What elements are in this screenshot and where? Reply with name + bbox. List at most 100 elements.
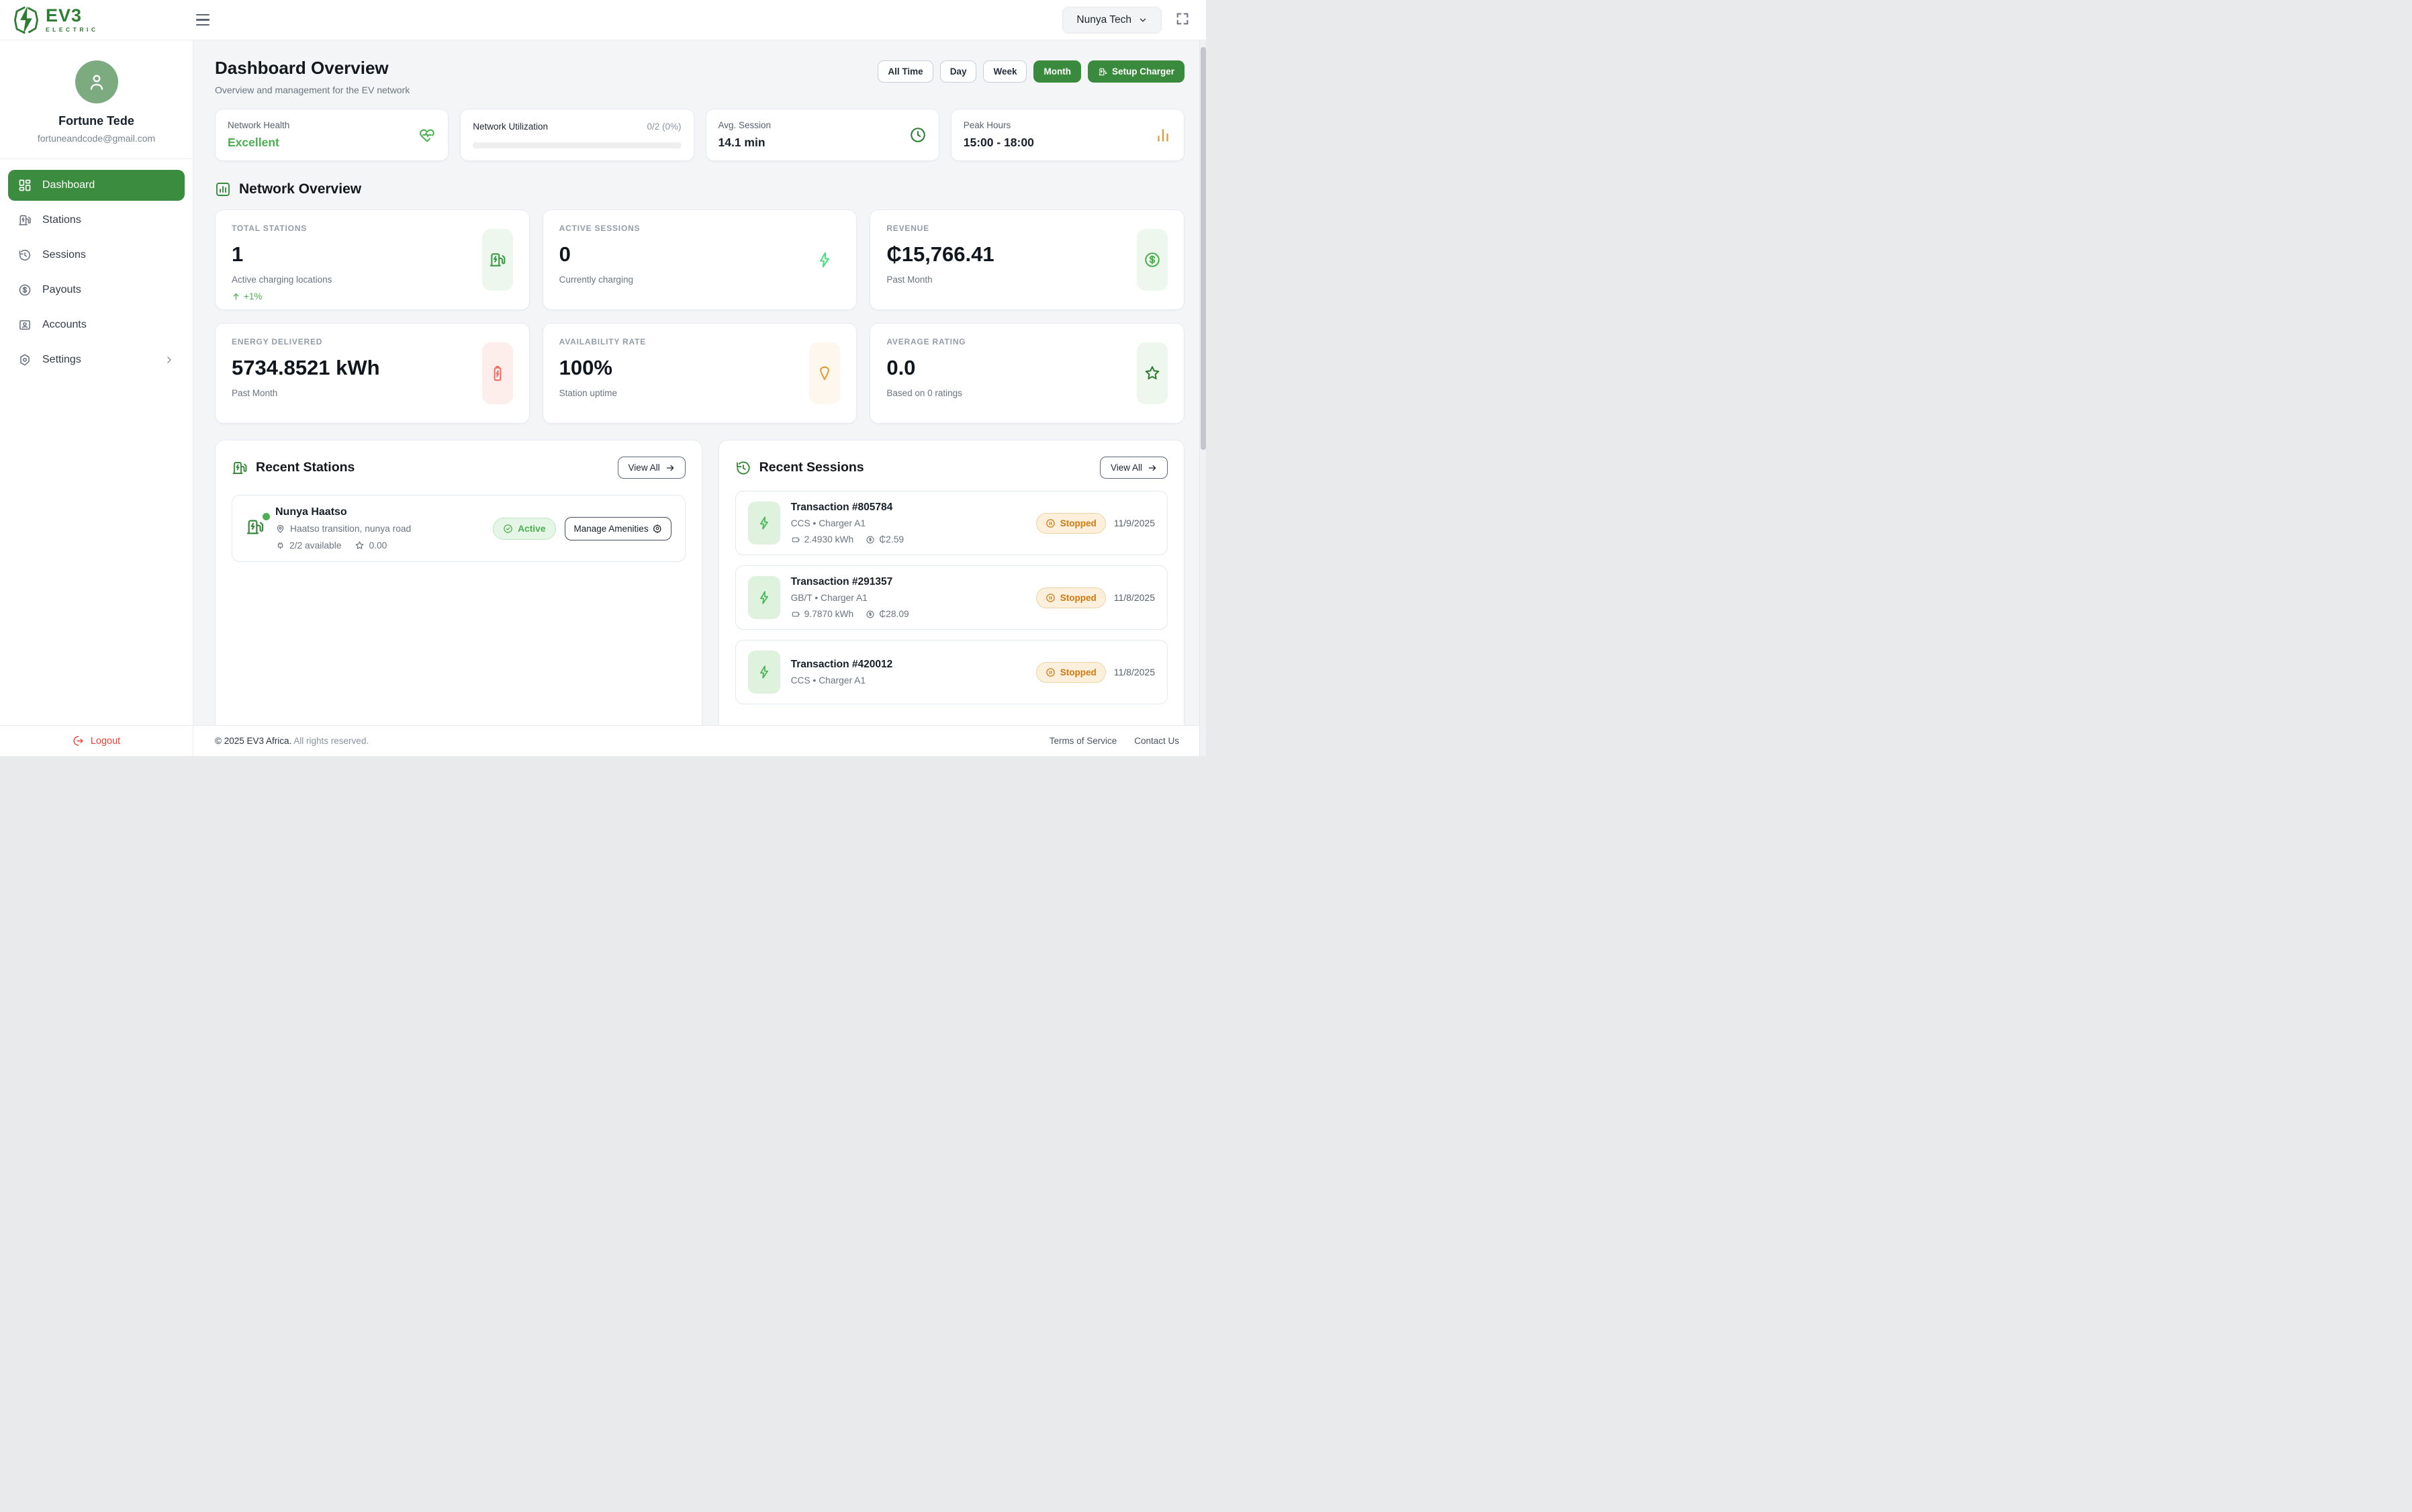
fullscreen-icon[interactable] [1175, 11, 1190, 28]
stat-sub: Currently charging [559, 275, 633, 285]
contact-us-link[interactable]: Contact Us [1134, 736, 1179, 746]
station-rating: 0.00 [369, 540, 387, 551]
page-subtitle: Overview and management for the EV netwo… [215, 85, 410, 95]
station-address: Haatso transition, nunya road [290, 524, 412, 534]
peak-hours-card: Peak Hours 15:00 - 18:00 [950, 109, 1185, 161]
charging-station-icon [246, 512, 270, 540]
terms-of-service-link[interactable]: Terms of Service [1049, 736, 1117, 746]
clock-icon [909, 126, 927, 144]
lightning-icon [747, 651, 780, 694]
sidebar: Fortune Tede fortuneandcode@gmail.com Da… [0, 40, 193, 725]
sidebar-item-payouts[interactable]: Payouts [8, 275, 185, 305]
sidebar-item-label: Settings [42, 354, 81, 365]
org-selector-label: Nunya Tech [1076, 13, 1131, 26]
section-title-network-overview: Network Overview [239, 181, 362, 197]
brand-logo: EV3 ELECTRIC [12, 5, 188, 36]
sidebar-item-settings[interactable]: Settings [8, 344, 185, 375]
setup-charger-button[interactable]: Setup Charger [1087, 60, 1185, 83]
scrollbar[interactable] [1199, 40, 1206, 756]
brand-name: EV3 [46, 5, 83, 26]
session-energy: 2.4930 kWh [804, 534, 854, 545]
status-badge-stopped: Stopped [1035, 587, 1106, 608]
dollar-circle-icon [18, 283, 32, 297]
session-connector: CCS • Charger A1 [790, 675, 866, 686]
network-health-card: Network Health Excellent [215, 109, 449, 161]
main-content: Dashboard Overview Overview and manageme… [193, 40, 1206, 725]
star-icon [355, 540, 365, 551]
session-list-item[interactable]: Transaction #291357 GB/T • Charger A1 9.… [735, 565, 1168, 630]
footer: Logout © 2025 EV3 Africa. All rights res… [0, 725, 1206, 756]
hamburger-menu-icon[interactable] [196, 9, 219, 32]
logout-label: Logout [90, 735, 121, 747]
logout-button[interactable]: Logout [0, 726, 193, 756]
stat-label: TOTAL STATIONS [232, 224, 308, 233]
session-title: Transaction #420012 [790, 659, 893, 670]
sidebar-item-accounts[interactable]: Accounts [8, 310, 185, 340]
dashboard-grid-icon [18, 179, 32, 192]
charger-icon [1098, 67, 1107, 77]
summary-cards: Network Health Excellent Network Utiliza… [215, 109, 1185, 161]
stat-sub: Station uptime [559, 388, 617, 398]
panel-title-recent-sessions: Recent Sessions [759, 460, 864, 475]
manage-amenities-button[interactable]: Manage Amenities [564, 516, 671, 540]
stat-label: AVERAGE RATING [886, 337, 966, 346]
station-list-item[interactable]: Nunya Haatso Haatso transition, nunya ro… [232, 495, 686, 562]
chevron-right-icon [164, 355, 175, 365]
online-status-dot [263, 512, 270, 520]
sidebar-item-sessions[interactable]: Sessions [8, 240, 185, 271]
pause-circle-icon [1046, 518, 1056, 528]
page-title: Dashboard Overview [215, 58, 389, 78]
filter-day[interactable]: Day [939, 60, 977, 83]
stat-sub: Past Month [886, 275, 933, 285]
ev3-logo-icon [12, 5, 40, 36]
sidebar-item-stations[interactable]: Stations [8, 205, 185, 236]
gear-icon [653, 524, 662, 533]
stat-sub: Active charging locations [232, 275, 332, 285]
avg-session-value: 14.1 min [718, 136, 766, 149]
session-amount: ₵28.09 [879, 609, 909, 619]
arrow-right-icon [1148, 463, 1157, 473]
filter-week[interactable]: Week [983, 60, 1027, 83]
filter-all-time[interactable]: All Time [878, 60, 933, 83]
session-list-item[interactable]: Transaction #420012 CCS • Charger A1 Sto… [735, 640, 1168, 704]
session-date: 11/9/2025 [1113, 518, 1155, 528]
session-list-item[interactable]: Transaction #805784 CCS • Charger A1 2.4… [735, 491, 1168, 555]
station-name: Nunya Haatso [275, 506, 347, 518]
app-window: EV3 ELECTRIC Nunya Tech [0, 0, 1206, 756]
session-energy: 9.7870 kWh [804, 609, 854, 619]
avg-session-card: Avg. Session 14.1 min [705, 109, 939, 161]
view-all-sessions-button[interactable]: View All [1099, 457, 1168, 479]
stat-trend-value: +1% [244, 291, 263, 301]
network-health-value: Excellent [228, 136, 279, 149]
sidebar-nav: Dashboard Stations Sessions [0, 159, 193, 386]
brand-tagline: ELECTRIC [46, 26, 99, 34]
view-all-stations-button[interactable]: View All [617, 457, 686, 479]
peak-hours-value: 15:00 - 18:00 [963, 136, 1034, 149]
stat-sub: Based on 0 ratings [886, 388, 962, 398]
energy-icon [791, 610, 800, 619]
avatar [75, 60, 118, 103]
org-selector-dropdown[interactable]: Nunya Tech [1062, 6, 1162, 34]
user-name: Fortune Tede [58, 114, 134, 128]
card-label: Avg. Session [718, 120, 772, 130]
scrollbar-thumb[interactable] [1201, 47, 1206, 450]
average-rating-card: AVERAGE RATING 0.0 Based on 0 ratings [870, 323, 1185, 424]
history-icon [18, 248, 32, 262]
session-amount: ₵2.59 [879, 534, 904, 545]
user-profile: Fortune Tede fortuneandcode@gmail.com [0, 40, 193, 158]
recent-stations-panel: Recent Stations View All [215, 440, 702, 725]
battery-bolt-icon [481, 342, 513, 404]
id-card-icon [18, 318, 32, 332]
card-label: Network Utilization [473, 122, 549, 132]
lightning-icon [747, 502, 780, 545]
sidebar-item-label: Dashboard [42, 179, 95, 191]
coin-icon [866, 535, 875, 545]
user-email: fortuneandcode@gmail.com [37, 133, 156, 144]
sidebar-item-label: Payouts [42, 284, 81, 295]
charging-station-icon [481, 229, 513, 291]
check-circle-icon [503, 524, 513, 534]
filter-month[interactable]: Month [1033, 60, 1081, 83]
sidebar-item-label: Stations [42, 214, 81, 226]
sidebar-item-dashboard[interactable]: Dashboard [8, 170, 185, 201]
coin-icon [866, 610, 875, 619]
